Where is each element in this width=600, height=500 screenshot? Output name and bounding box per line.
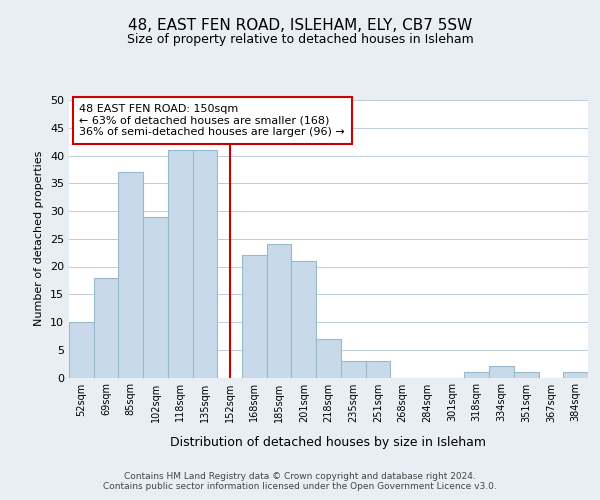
Bar	[563, 372, 588, 378]
Bar	[168, 150, 193, 378]
Bar	[118, 172, 143, 378]
Bar	[94, 278, 118, 378]
X-axis label: Distribution of detached houses by size in Isleham: Distribution of detached houses by size …	[170, 436, 487, 448]
Text: Contains HM Land Registry data © Crown copyright and database right 2024.
Contai: Contains HM Land Registry data © Crown c…	[103, 472, 497, 491]
Bar	[69, 322, 94, 378]
Text: 48, EAST FEN ROAD, ISLEHAM, ELY, CB7 5SW: 48, EAST FEN ROAD, ISLEHAM, ELY, CB7 5SW	[128, 18, 472, 32]
Bar	[292, 261, 316, 378]
Y-axis label: Number of detached properties: Number of detached properties	[34, 151, 44, 326]
Bar	[464, 372, 489, 378]
Bar	[143, 216, 168, 378]
Bar	[267, 244, 292, 378]
Bar	[365, 361, 390, 378]
Text: Size of property relative to detached houses in Isleham: Size of property relative to detached ho…	[127, 34, 473, 46]
Bar	[489, 366, 514, 378]
Bar	[316, 338, 341, 378]
Bar	[193, 150, 217, 378]
Bar	[514, 372, 539, 378]
Text: 48 EAST FEN ROAD: 150sqm
← 63% of detached houses are smaller (168)
36% of semi-: 48 EAST FEN ROAD: 150sqm ← 63% of detach…	[79, 104, 345, 138]
Bar	[341, 361, 365, 378]
Bar	[242, 256, 267, 378]
